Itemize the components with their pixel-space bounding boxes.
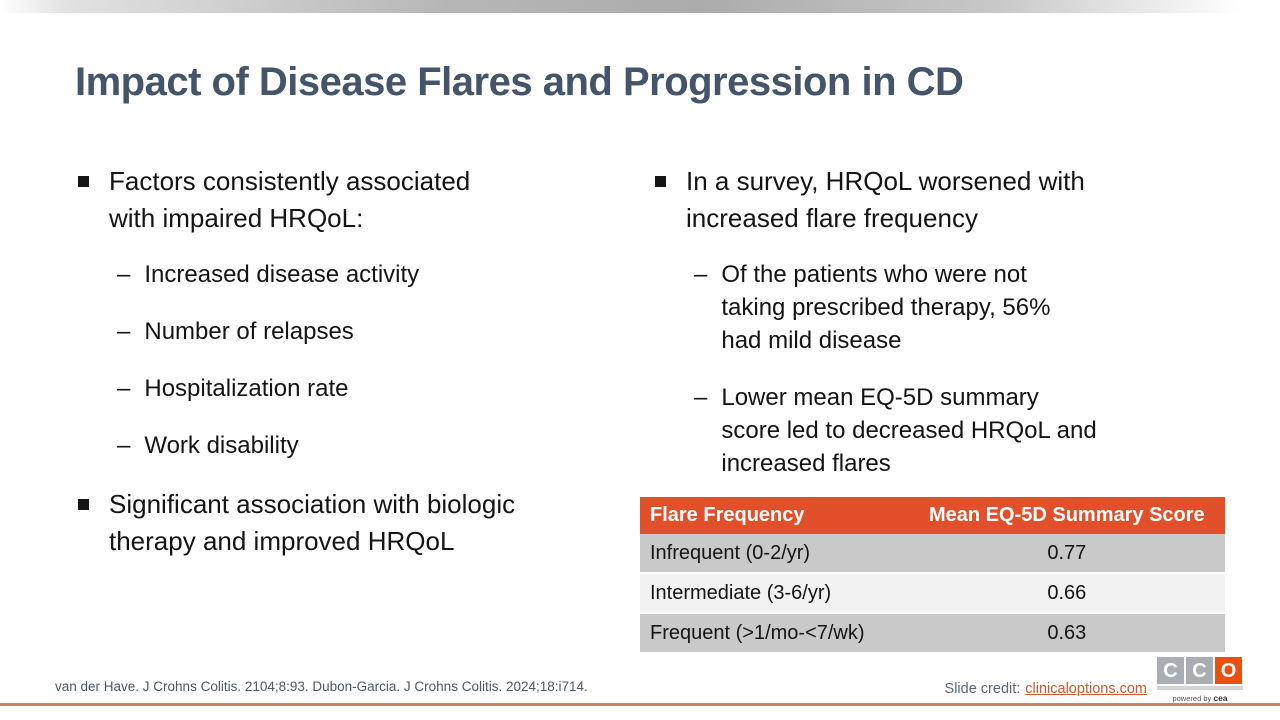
bullet-dash-icon: – [117,432,131,459]
top-gradient-band [0,0,1280,13]
flare-frequency-table: Flare Frequency Mean EQ-5D Summary Score… [640,497,1225,652]
bullet-square-icon [78,176,89,187]
cco-logo-squares: C C O [1157,657,1243,684]
bullet-text: Significant association with biologic th… [109,489,516,556]
right-column: In a survey, HRQoL worsened with increas… [652,163,1237,504]
table-header-row: Flare Frequency Mean EQ-5D Summary Score [640,497,1225,534]
logo-tagline: powered by cea [1157,693,1243,703]
bullet-dash-icon: – [694,261,708,288]
sub-bullet-text: Hospitalization rate [144,375,349,402]
table-row: Intermediate (3-6/yr) 0.66 [640,572,1225,613]
cell-flare-frequency: Intermediate (3-6/yr) [640,572,909,613]
table-row: Infrequent (0-2/yr) 0.77 [640,534,1225,573]
cell-flare-frequency: Infrequent (0-2/yr) [640,534,909,573]
tagline-brand: cea [1213,693,1228,703]
sub-bullet-text: Of the patients who were not taking pres… [721,261,1051,354]
cco-logo: C C O powered by cea [1157,657,1243,703]
sub-bullet-text: Work disability [144,432,299,459]
bullet-item: Significant association with biologic th… [75,486,640,560]
sub-bullet-text: Lower mean EQ-5D summary score led to de… [721,384,1097,477]
column-header-mean-eq5d-score: Mean EQ-5D Summary Score [908,497,1225,534]
sub-bullet-item: – Number of relapses [117,315,640,348]
bullet-square-icon [655,176,666,187]
sub-bullet-item: – Lower mean EQ-5D summary score led to … [694,381,1237,480]
bullet-item: Factors consistently associated with imp… [75,163,640,237]
cell-flare-frequency: Frequent (>1/mo-<7/wk) [640,612,909,652]
sub-bullet-item: – Work disability [117,429,640,462]
sub-bullet-item: – Hospitalization rate [117,372,640,405]
cell-mean-score: 0.77 [908,534,1225,573]
left-column: Factors consistently associated with imp… [75,163,640,581]
bullet-text: Factors consistently associated with imp… [109,166,471,233]
page-title: Impact of Disease Flares and Progression… [75,60,964,104]
tagline-prefix: powered by [1172,694,1212,703]
bullet-text: In a survey, HRQoL worsened with increas… [686,166,1085,233]
slide-credit: Slide credit: clinicaloptions.com [945,681,1147,697]
clinicaloptions-link[interactable]: clinicaloptions.com [1025,681,1147,697]
column-header-flare-frequency: Flare Frequency [640,497,909,534]
bullet-dash-icon: – [117,261,131,288]
bullet-dash-icon: – [694,384,708,411]
bullet-item: In a survey, HRQoL worsened with increas… [652,163,1237,237]
sub-bullet-text: Number of relapses [144,318,354,345]
table-row: Frequent (>1/mo-<7/wk) 0.63 [640,612,1225,652]
logo-letter-o-icon: O [1215,657,1242,684]
bullet-dash-icon: – [117,375,131,402]
cell-mean-score: 0.66 [908,572,1225,613]
sub-bullet-item: – Of the patients who were not taking pr… [694,258,1237,357]
bottom-accent-line [0,703,1280,706]
slide-credit-label: Slide credit: [944,681,1021,697]
sub-bullet-item: – Increased disease activity [117,258,640,291]
citation-text: van der Have. J Crohns Colitis. 2104;8:9… [55,679,588,694]
sub-bullet-text: Increased disease activity [144,261,420,288]
logo-letter-c-icon: C [1186,657,1213,684]
logo-letter-c-icon: C [1157,657,1184,684]
cell-mean-score: 0.63 [908,612,1225,652]
bullet-dash-icon: – [117,318,131,345]
bullet-square-icon [78,499,89,510]
logo-underbar [1157,686,1243,690]
